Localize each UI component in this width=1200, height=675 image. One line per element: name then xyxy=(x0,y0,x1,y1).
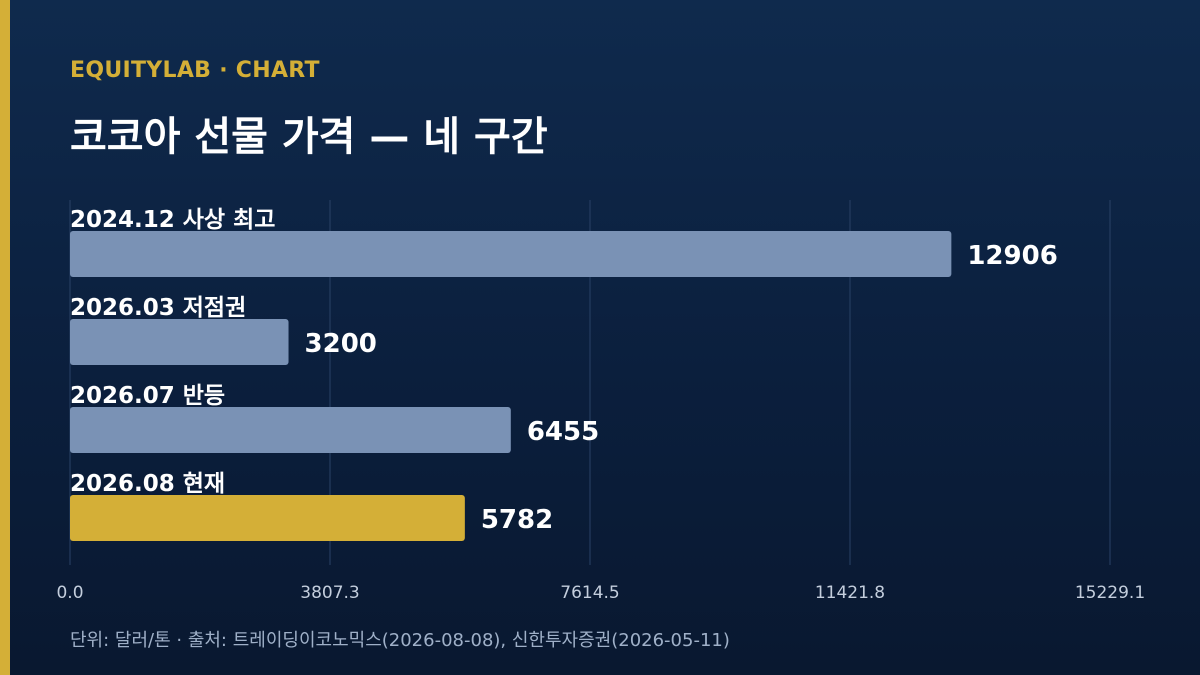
x-tick-label: 3807.3 xyxy=(300,583,359,603)
value-label: 5782 xyxy=(481,505,553,535)
bar xyxy=(70,231,952,277)
category-label: 2024.12 사상 최고 xyxy=(70,207,275,233)
bar xyxy=(70,319,289,365)
category-label: 2026.07 반등 xyxy=(70,383,225,409)
page-title: 코코아 선물 가격 — 네 구간 xyxy=(70,114,548,160)
category-label: 2026.08 현재 xyxy=(70,471,225,497)
accent-bar xyxy=(0,0,10,675)
bar xyxy=(70,407,511,453)
x-tick-label: 11421.8 xyxy=(815,583,885,603)
category-label: 2026.03 저점권 xyxy=(70,295,246,321)
source-note: 단위: 달러/톤 · 출처: 트레이딩이코노믹스(2026-08-08), 신한… xyxy=(70,630,730,651)
value-label: 3200 xyxy=(305,329,377,359)
brand-label: EQUITYLAB · CHART xyxy=(70,58,320,83)
bar xyxy=(70,495,465,541)
x-tick-label: 0.0 xyxy=(56,583,83,603)
x-tick-label: 7614.5 xyxy=(560,583,619,603)
value-label: 12906 xyxy=(967,241,1057,271)
x-tick-label: 15229.1 xyxy=(1075,583,1145,603)
value-label: 6455 xyxy=(527,417,599,447)
